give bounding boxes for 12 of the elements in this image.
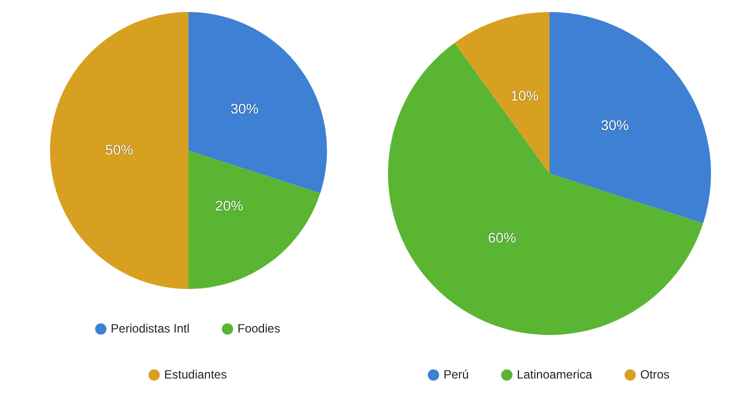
legend-label: Perú [443,367,469,382]
legend-label: Periodistas Intl [110,321,190,336]
data-label: 30% [600,116,629,133]
data-label: 20% [215,197,244,214]
data-label: 30% [230,100,259,117]
legend-label: Estudiantes [164,367,227,382]
data-label: 50% [105,141,134,158]
legend-label: Foodies [238,321,280,336]
legend-label: Otros [640,367,670,382]
legend-label: Latinoamerica [516,367,593,382]
data-label: 60% [488,230,516,246]
data-label: 10% [510,88,539,104]
